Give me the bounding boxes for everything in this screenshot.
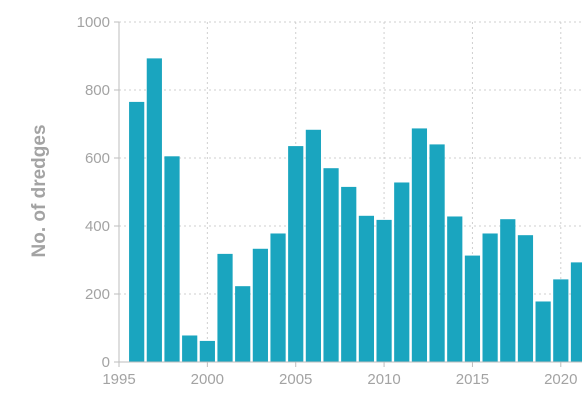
y-tick-labels: 0 200 400 600 800 1000 (77, 14, 110, 371)
bar (553, 279, 569, 362)
bar (376, 219, 392, 362)
y-tick-label: 200 (85, 286, 110, 303)
y-tick-label: 1000 (77, 14, 110, 31)
x-tick-label: 2000 (191, 371, 224, 388)
bar (517, 235, 534, 362)
y-axis-title: No. of dredges (29, 124, 50, 257)
x-tick-label: 2015 (456, 371, 489, 388)
bar (429, 144, 445, 362)
y-tick-label: 0 (102, 354, 110, 371)
bar (252, 248, 268, 362)
bar (270, 233, 286, 362)
bar (341, 186, 357, 362)
bar (570, 262, 582, 362)
axes (114, 21, 582, 367)
x-tick-label: 2005 (279, 371, 312, 388)
bar (394, 182, 410, 362)
bar (447, 216, 463, 362)
bar (288, 146, 304, 362)
x-tick-labels: 1995 2000 2005 2010 2015 2020 (102, 371, 577, 388)
bar (182, 335, 198, 362)
bar (129, 101, 145, 363)
bar (323, 168, 339, 362)
bar (164, 156, 180, 362)
bar (464, 255, 481, 362)
x-tick-label: 2010 (367, 371, 400, 388)
x-tick-label: 1995 (102, 371, 135, 388)
bar (235, 286, 251, 362)
y-tick-label: 600 (85, 150, 110, 167)
bar (199, 340, 215, 362)
y-tick-label: 800 (85, 82, 110, 99)
bar (146, 58, 162, 362)
bar (482, 233, 498, 362)
x-tick-label: 2020 (544, 371, 577, 388)
y-tick-label: 400 (85, 218, 110, 235)
bar (358, 215, 375, 362)
bar (500, 219, 516, 362)
bar (535, 301, 551, 362)
bar (217, 253, 233, 362)
bar (411, 128, 428, 362)
bars (129, 58, 582, 363)
bar (305, 129, 321, 362)
